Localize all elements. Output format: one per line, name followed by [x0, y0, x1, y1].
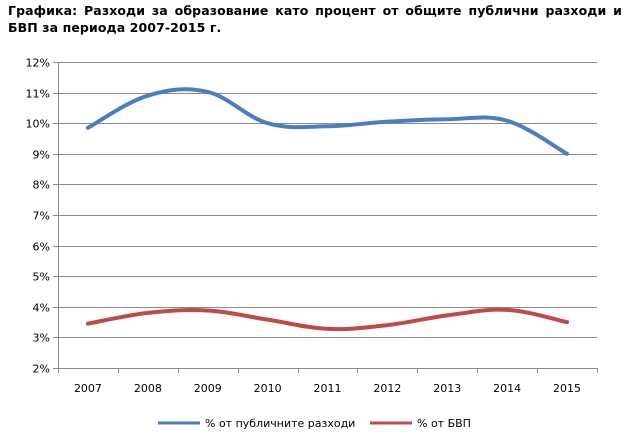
y-axis-tick-labels: 2% 3% 4% 5% 6% 7% 8% 9% 10% 11% 12% — [26, 57, 50, 376]
legend-label: % от БВП — [417, 417, 471, 430]
series-line-2 — [85, 307, 570, 332]
y-tick-label: 6% — [33, 241, 50, 254]
y-tick-label: 11% — [26, 88, 50, 101]
y-tick-label: 10% — [26, 118, 50, 131]
y-tick-label: 9% — [33, 149, 50, 162]
y-tick-label: 8% — [33, 179, 50, 192]
y-tick-label: 12% — [26, 57, 50, 70]
x-tick-label: 2007 — [74, 382, 102, 395]
x-tick-label: 2013 — [433, 382, 461, 395]
x-tick-label: 2011 — [314, 382, 342, 395]
axes — [53, 62, 598, 373]
y-tick-label: 5% — [33, 271, 50, 284]
x-tick-label: 2014 — [493, 382, 521, 395]
series-line-1 — [85, 87, 570, 156]
x-axis-tick-labels: 2007 2008 2009 2010 2011 2012 2013 2014 2015 — [74, 382, 581, 395]
y-tick-label: 7% — [33, 210, 50, 223]
x-tick-label: 2010 — [254, 382, 282, 395]
series-lines — [85, 87, 570, 332]
y-tick-label: 3% — [33, 332, 50, 345]
legend-label: % от публичните разходи — [205, 417, 355, 430]
y-tick-label: 4% — [33, 302, 50, 315]
x-tick-label: 2012 — [373, 382, 401, 395]
x-tick-label: 2009 — [194, 382, 222, 395]
legend: % от публичните разходи % от БВП — [158, 417, 471, 430]
chart-title: Графика: Разходи за образование като про… — [8, 3, 622, 35]
grid-lines — [58, 62, 597, 338]
x-tick-label: 2015 — [553, 382, 581, 395]
x-tick-label: 2008 — [134, 382, 162, 395]
y-tick-label: 2% — [33, 363, 50, 376]
